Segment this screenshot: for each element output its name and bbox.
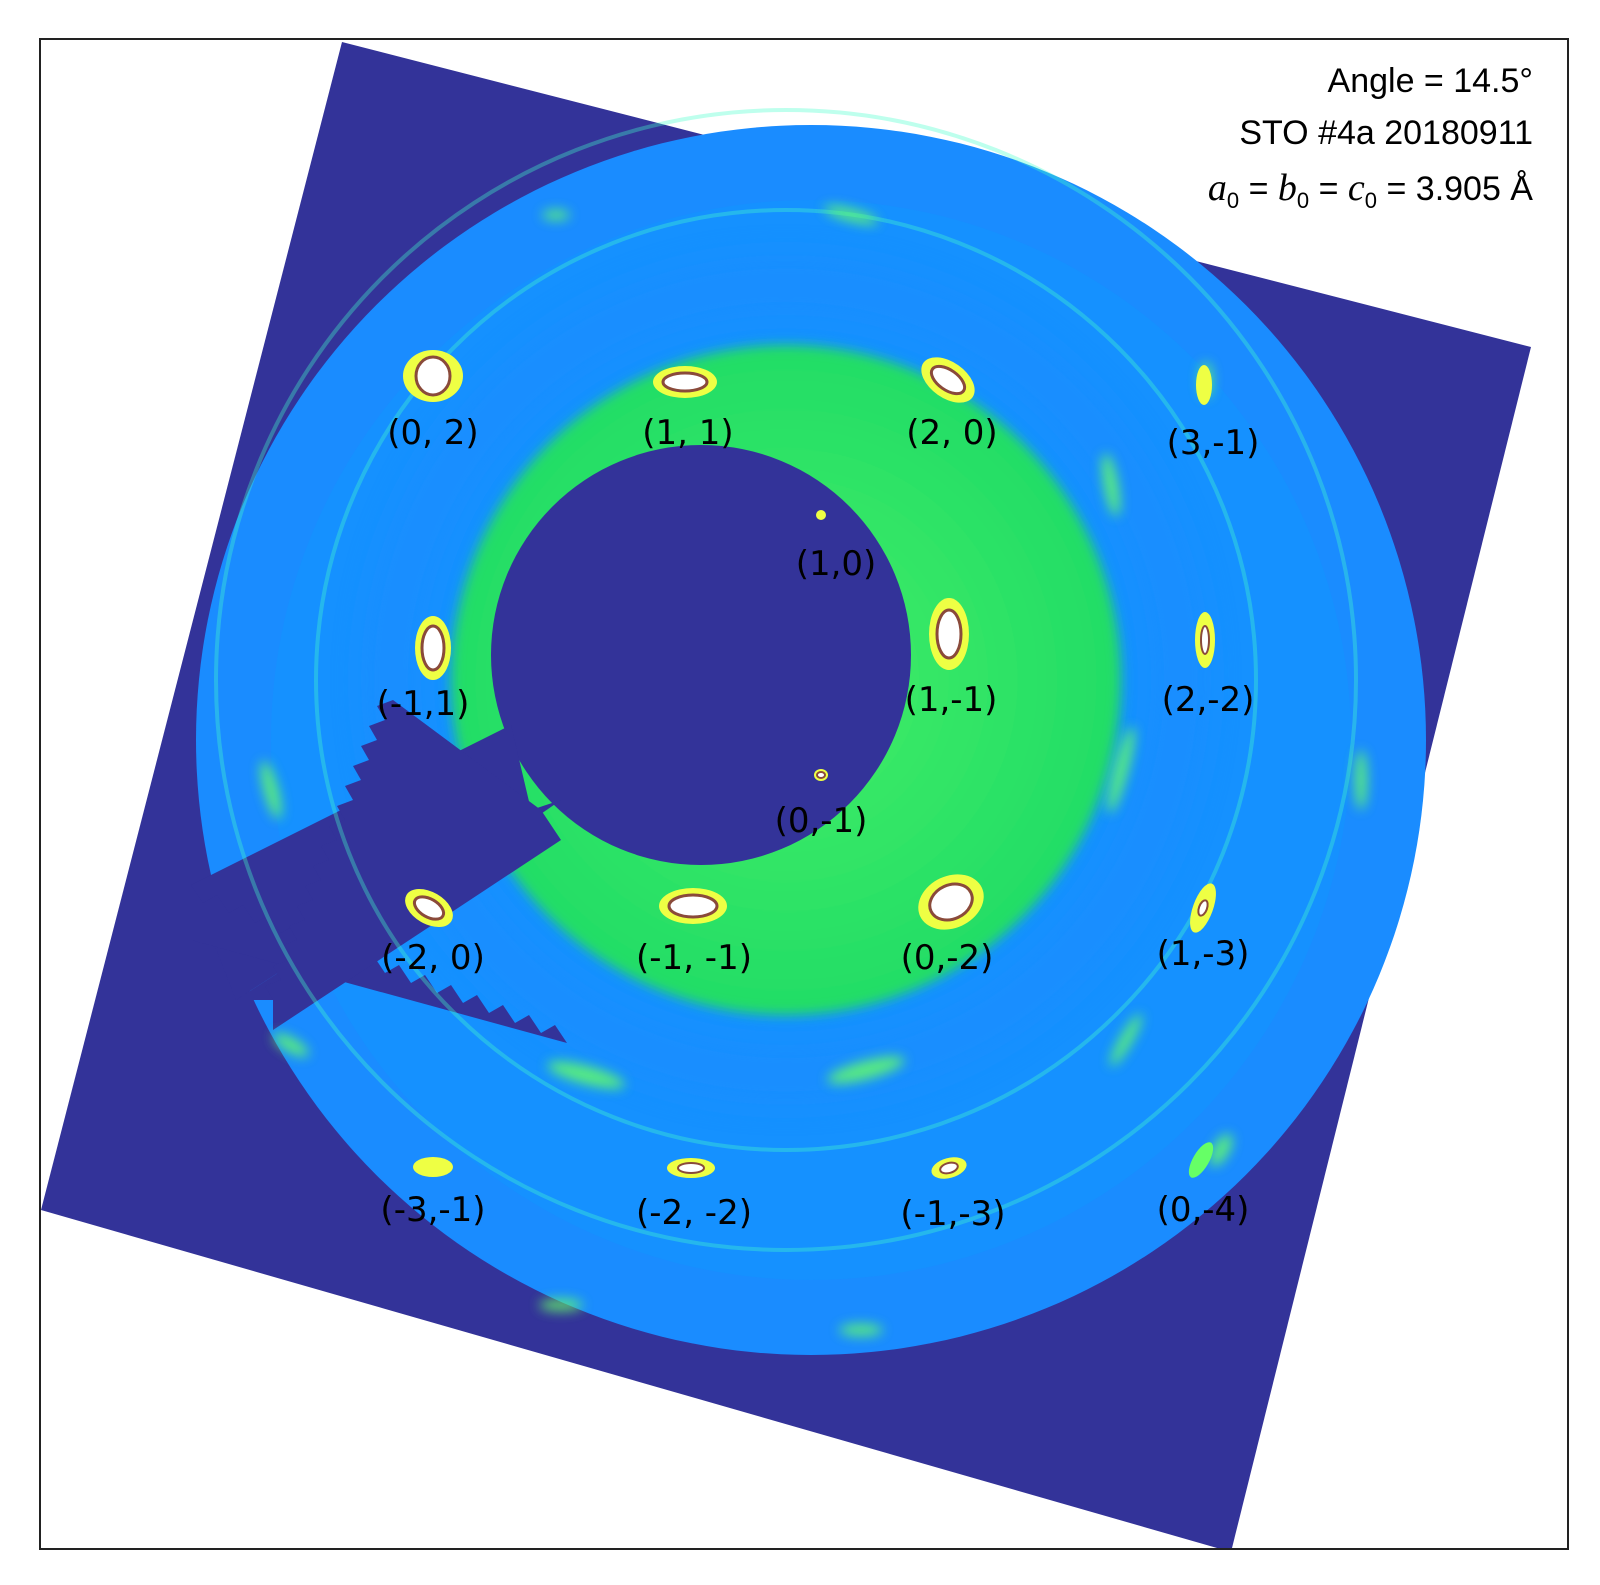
angle-annotation: Angle = 14.5°	[1327, 62, 1533, 100]
electron-gun-shadow	[491, 445, 911, 865]
spot-label-3-m1: (3,-1)	[1166, 423, 1260, 463]
integer-order-spots	[403, 350, 1216, 1179]
spot-label-0-2: (0, 2)	[387, 413, 479, 453]
holder-serration	[191, 700, 567, 1043]
spot-label-1-m3: (1,-3)	[1156, 934, 1250, 974]
spot-label-m3-m1: (-3,-1)	[380, 1190, 486, 1230]
spot-label-1-m1: (1,-1)	[904, 680, 998, 720]
figure-frame: Angle = 14.5° STO #4a 20180911 a0 = b0 =…	[39, 38, 1569, 1550]
lattice-c-sub: 0	[1364, 187, 1378, 213]
leed-pattern	[41, 42, 1531, 1548]
spot-label-1-0: (1,0)	[795, 544, 877, 584]
spot-label-0-m1: (0,-1)	[774, 801, 868, 841]
lattice-value: 3.905 Å	[1415, 170, 1533, 208]
spot-label-2-m2: (2,-2)	[1161, 680, 1255, 720]
diffraction-arcs	[214, 108, 1358, 1252]
spot-label-2-0: (2, 0)	[906, 413, 998, 453]
lattice-annotation: a0 = b0 = c0 = 3.905 Å	[1207, 167, 1533, 213]
lattice-a-sub: 0	[1226, 187, 1240, 213]
lattice-c: c	[1347, 167, 1365, 209]
sample-annotation: STO #4a 20180911	[1239, 114, 1533, 152]
lattice-a: a	[1207, 167, 1227, 209]
spot-label-m1-m3: (-1,-3)	[900, 1194, 1006, 1234]
spot-label-m1-1: (-1,1)	[376, 684, 470, 724]
spot-label-0-m2: (0,-2)	[900, 938, 994, 978]
spot-label-m1-m1: (-1, -1)	[636, 938, 752, 978]
spot-label-0-m4: (0,-4)	[1156, 1190, 1250, 1230]
spot-label-m2-0: (-2, 0)	[381, 938, 485, 978]
spot-label-m2-m2: (-2, -2)	[636, 1193, 752, 1233]
lattice-b-sub: 0	[1296, 187, 1310, 213]
lattice-b: b	[1277, 167, 1297, 209]
spot-label-1-1: (1, 1)	[642, 413, 734, 453]
